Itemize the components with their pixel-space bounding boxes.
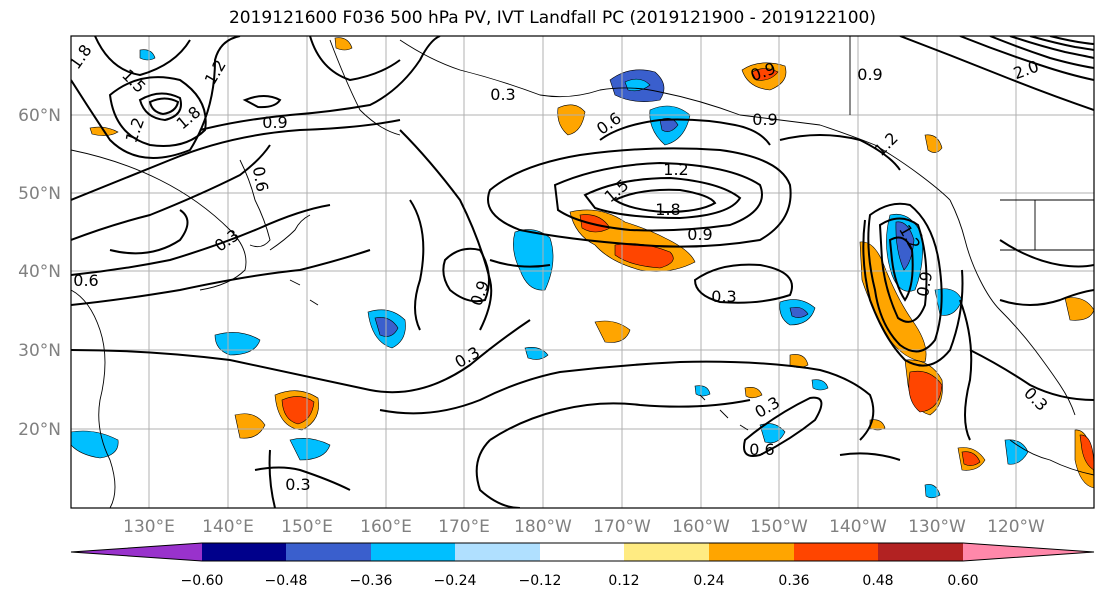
contour-label: 1.8 [173,102,205,133]
lon-label: 170°E [438,517,490,537]
colorbar-tick: 0.48 [862,573,893,589]
lat-label: 20°N [18,420,61,440]
lon-label: 140°E [202,517,254,537]
contour-label: 0.9 [752,110,777,129]
contour-label: 1.5 [601,175,633,206]
colorbar-tick: −0.48 [265,573,308,589]
contour-label: 0.6 [249,165,272,193]
colorbar-segment [371,543,455,561]
colorbar-tick: 0.12 [608,573,639,589]
pv-contours [71,36,1094,508]
colorbar-segment [540,543,624,561]
lon-label: 160°W [672,517,730,537]
contour-label: 1.8 [655,200,680,219]
contour-label: 0.3 [711,287,736,306]
lon-label: 170°W [593,517,651,537]
contour-label: 0.9 [857,65,882,84]
contour-label: 0.9 [262,113,287,132]
lon-label: 150°E [281,517,333,537]
contour-label: 0.3 [211,225,243,255]
colorbar-tick: 0.60 [947,573,978,589]
map-title: 2019121600 F036 500 hPa PV, IVT Landfall… [228,8,876,28]
lon-label: 130°W [908,517,966,537]
colorbar-segment [286,543,371,561]
colorbar-segment [202,543,286,561]
contour-label: 2.0 [1011,57,1041,84]
colorbar-segment [455,543,540,561]
colorbar-tick: −0.24 [434,573,477,589]
colorbar-segment [709,543,794,561]
contour-label: 0.3 [1020,383,1051,414]
contour-label: 0.6 [749,440,774,459]
lon-label: 150°W [750,517,808,537]
colorbar [70,542,1095,562]
lon-label: 160°E [360,517,412,537]
graticule [71,36,1094,508]
colorbar-segment [878,543,963,561]
colorbar-tick: 0.36 [778,573,809,589]
contour-label: 0.6 [73,271,98,290]
colorbar-tick: −0.12 [519,573,562,589]
colorbar-tick: −0.36 [350,573,393,589]
colorbar-extend-min [71,543,202,561]
lat-label: 50°N [18,184,61,204]
contour-label: 1.2 [122,115,149,145]
contour-label: 0.3 [285,475,310,494]
lon-label: 130°E [123,517,175,537]
colorbar-segment [794,543,878,561]
contour-label: 1.2 [201,56,230,88]
longitude-labels: 130°E 140°E 150°E 160°E 170°E 180°W 170°… [123,517,1045,537]
contour-label: 0.9 [687,225,712,244]
lat-label: 40°N [18,262,61,282]
lon-label: 140°W [829,517,887,537]
contour-label: 1.8 [65,41,95,73]
colorbar-extend-max [963,543,1094,561]
colorbar-ticks: −0.60 −0.48 −0.36 −0.24 −0.12 0.12 0.24 … [181,573,979,589]
lon-label: 120°W [987,517,1045,537]
colorbar-tick: 0.24 [693,573,724,589]
contour-label: 1.2 [870,128,901,159]
contour-label: 1.2 [663,160,688,179]
contour-label: 0.9 [913,270,936,298]
colorbar-segment [624,543,709,561]
latitude-labels: 60°N 50°N 40°N 30°N 20°N [18,106,61,440]
lat-label: 30°N [18,341,61,361]
coastlines [71,36,1094,508]
contour-label: 0.6 [593,108,625,138]
lat-label: 60°N [18,106,61,126]
colorbar-tick: −0.60 [181,573,224,589]
contour-label: 0.3 [451,343,483,372]
map-frame [70,35,1095,509]
contour-label: 0.3 [490,85,515,104]
colorbar-outline [70,542,1095,562]
lon-label: 180°W [514,517,572,537]
